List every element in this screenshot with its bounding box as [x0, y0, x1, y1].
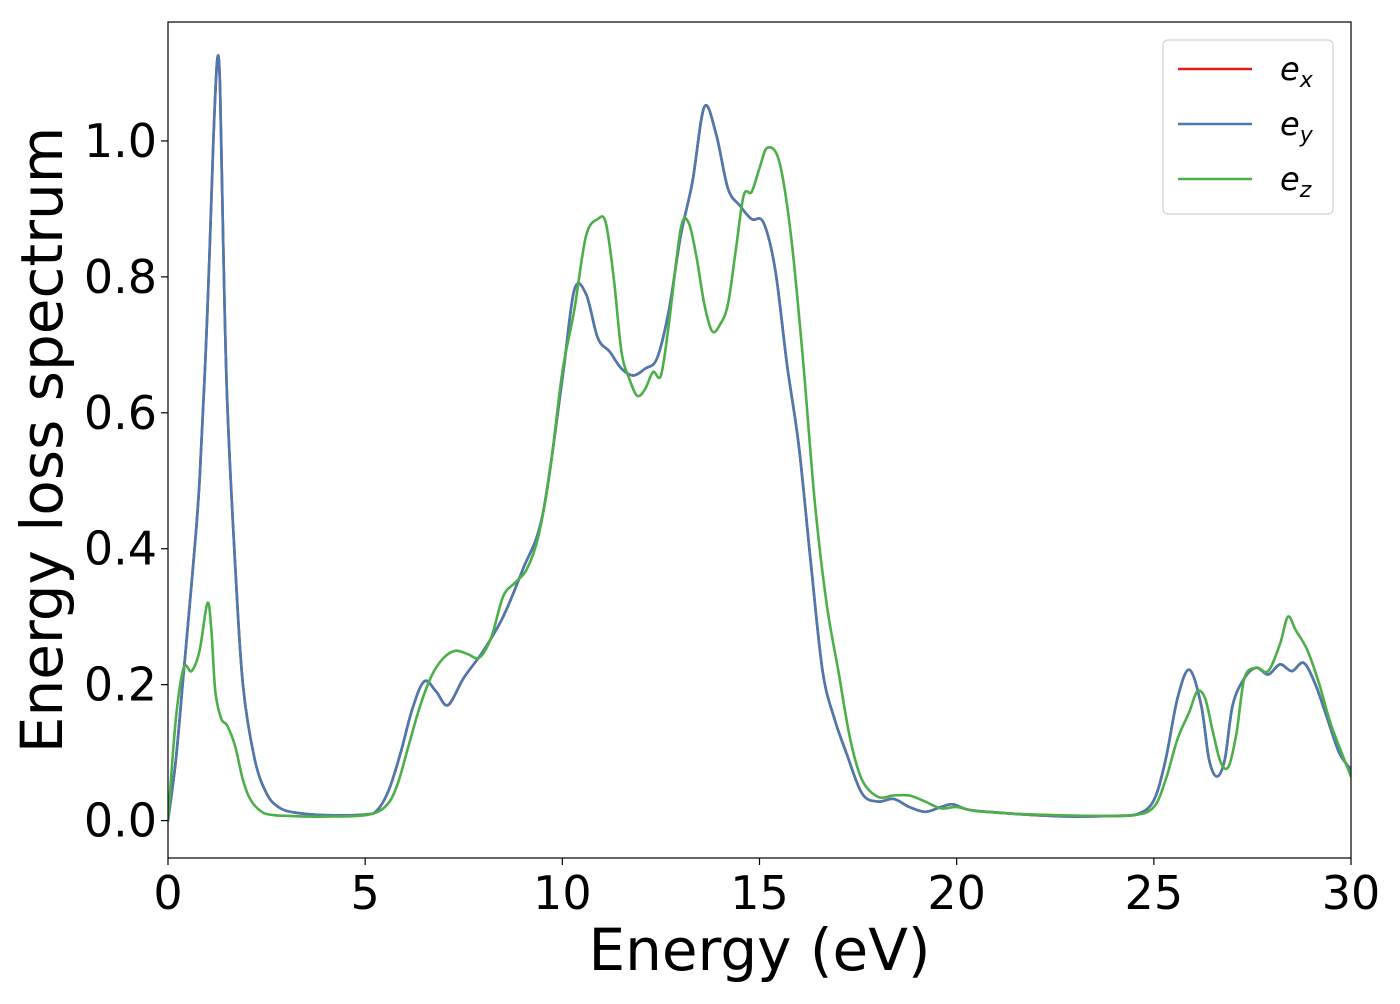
x-tick-label: 20: [927, 866, 986, 920]
x-axis-title: Energy (eV): [588, 916, 930, 984]
x-tick-label: 30: [1322, 866, 1381, 920]
y-tick-label: 0.2: [84, 658, 157, 712]
y-tick-label: 0.6: [84, 386, 157, 440]
x-tick-label: 10: [533, 866, 592, 920]
legend-label-e-z: ez: [1280, 160, 1312, 203]
y-tick-label: 0.8: [84, 250, 157, 304]
x-tick-label: 25: [1125, 866, 1184, 920]
legend: ex ey ez: [1162, 39, 1334, 215]
legend-label-e-x: ex: [1280, 50, 1314, 93]
x-tick-label: 5: [351, 866, 380, 920]
legend-box: [1162, 39, 1334, 215]
x-tick-label: 15: [730, 866, 789, 920]
series-line-e-y: [168, 54, 1351, 822]
y-tick-label: 1.0: [84, 114, 157, 168]
ticks-layer: 0 5 10 15 20 25 30 0.0 0.2 0.4 0.6 0.8 1.0: [84, 114, 1380, 920]
legend-items: ex ey ez: [1178, 50, 1314, 203]
legend-label-e-y: ey: [1280, 105, 1314, 148]
y-tick-label: 0.4: [84, 522, 157, 576]
y-tick-label: 0.0: [84, 794, 157, 848]
y-axis-title: Energy loss spectrum: [8, 127, 76, 753]
series-layer: [168, 54, 1351, 822]
series-line-e-z: [168, 146, 1351, 822]
x-tick-label: 0: [153, 866, 182, 920]
